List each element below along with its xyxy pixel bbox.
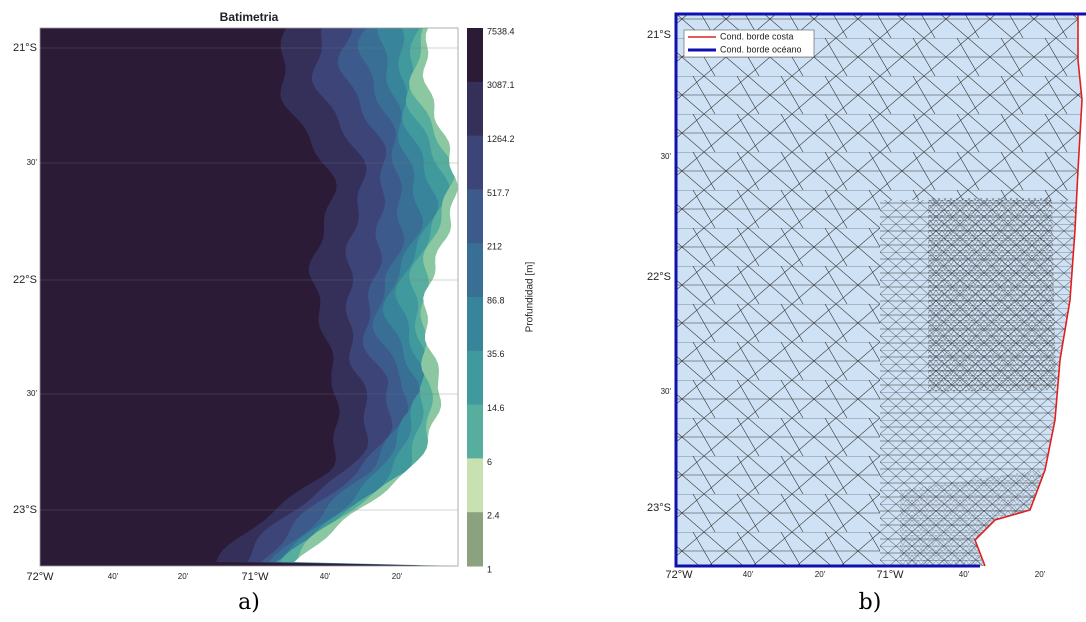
x-tick-label: 40' [959, 570, 970, 579]
colorbar-tick-label: 212 [487, 242, 502, 252]
x-tick-label: 20' [815, 570, 826, 579]
x-tick-label: 20' [392, 572, 403, 581]
legend-label: Cond. borde costa [720, 31, 794, 41]
x-tick-label: 40' [743, 570, 754, 579]
y-tick-label: 23°S [13, 504, 37, 516]
y-tick-label: 22°S [647, 271, 671, 283]
colorbar-tick-label: 86.8 [487, 295, 505, 305]
colorbar-tick-label: 2.4 [487, 511, 500, 521]
colorbar-tick-label: 517.7 [487, 188, 510, 198]
y-tick-label: 30' [661, 387, 672, 396]
map-frame [39, 27, 459, 567]
colorbar-band [467, 458, 483, 513]
shelf-island [298, 255, 311, 335]
y-tick-label: 23°S [647, 502, 671, 514]
x-tick-label: 72°W [26, 571, 54, 583]
land [294, 28, 458, 566]
colorbar: 7538.4 3087.1 1264.2 517.7 212 86.8 35.6 14.6 6 2… [467, 26, 515, 574]
colorbar-tick-label: 7538.4 [487, 26, 515, 36]
y-tick-label: 30' [661, 152, 672, 161]
legend [683, 29, 815, 58]
land [975, 14, 1086, 566]
mesh-map [675, 14, 1086, 566]
colorbar-band [467, 512, 483, 566]
legend-label: Cond. borde océano [720, 44, 802, 54]
x-tick-label: 20' [1035, 570, 1046, 579]
y-tick-label: 21°S [13, 42, 37, 54]
colorbar-band [467, 404, 483, 459]
colorbar-label: Profundidad [m] [525, 261, 536, 332]
colorbar-tick-label: 35.6 [487, 349, 505, 359]
colorbar-tick-label: 6 [487, 457, 492, 467]
y-tick-label: 22°S [13, 274, 37, 286]
y-tick-label: 30' [27, 389, 38, 398]
x-tick-label: 20' [178, 572, 189, 581]
colorbar-tick-label: 3087.1 [487, 80, 515, 90]
y-tick-label: 30' [27, 158, 38, 167]
colorbar-tick-label: 1 [487, 564, 492, 574]
colorbar-band [467, 135, 483, 190]
x-tick-label: 40' [108, 572, 119, 581]
colorbar-tick-label: 1264.2 [487, 134, 515, 144]
coast-boundary [974, 14, 1083, 566]
x-tick-label: 71°W [876, 569, 904, 581]
fine-mesh [928, 198, 1056, 392]
depth-band [275, 28, 458, 566]
map-title: Batimetria [220, 10, 279, 24]
y-tick-label: 21°S [647, 29, 671, 41]
caption: b) [859, 590, 882, 615]
colorbar-band [467, 189, 483, 244]
colorbar-band [467, 243, 483, 298]
colorbar-band [467, 81, 483, 137]
ocean-boundary [674, 12, 1086, 568]
colorbar-band [467, 297, 483, 352]
caption: a) [238, 590, 260, 615]
colorbar-band [467, 28, 483, 83]
bathymetry-map [40, 28, 458, 566]
colorbar-band [467, 350, 483, 406]
colorbar-tick-label: 14.6 [487, 403, 505, 413]
x-tick-label: 71°W [241, 571, 269, 583]
x-tick-label: 72°W [665, 569, 693, 581]
x-tick-label: 40' [320, 572, 331, 581]
